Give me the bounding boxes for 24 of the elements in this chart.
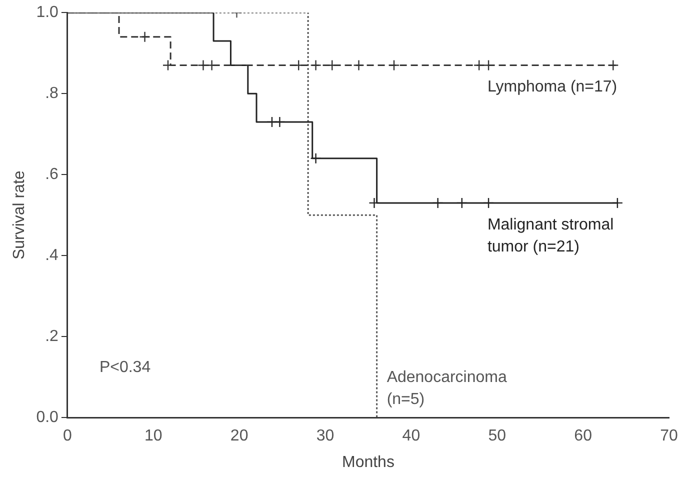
y-tick-label: .2: [45, 328, 59, 346]
point: [353, 60, 364, 71]
point: [139, 31, 150, 42]
x-tick-label: 0: [62, 428, 72, 445]
x-tick-label: 60: [574, 428, 592, 445]
series-label: Lymphoma (n=17): [487, 78, 618, 96]
point: [608, 60, 619, 71]
series-label: Malignant stromal tumor (n=21): [487, 216, 614, 256]
x-tick-label: 10: [144, 428, 162, 445]
x-tick-label: 20: [230, 428, 248, 445]
x-axis-title: Months: [342, 454, 394, 471]
y-axis-title: Survival rate: [11, 170, 28, 260]
series-label: Adenocarcinoma (n=5): [386, 369, 507, 408]
y-tick-label: 1.0: [36, 4, 59, 22]
point: [310, 60, 322, 71]
annotation: P<0.34: [99, 359, 151, 376]
y-tick-label: 0.0: [36, 409, 59, 426]
y-tick-label: .6: [45, 166, 59, 184]
x-tick-label: 30: [316, 428, 334, 445]
y-tick-label: .8: [45, 85, 59, 102]
x-tick-label: 50: [488, 428, 506, 445]
x-tick-label: 40: [402, 428, 420, 445]
x-tick-label: 70: [660, 428, 678, 445]
y-tick-label: .4: [45, 247, 59, 264]
